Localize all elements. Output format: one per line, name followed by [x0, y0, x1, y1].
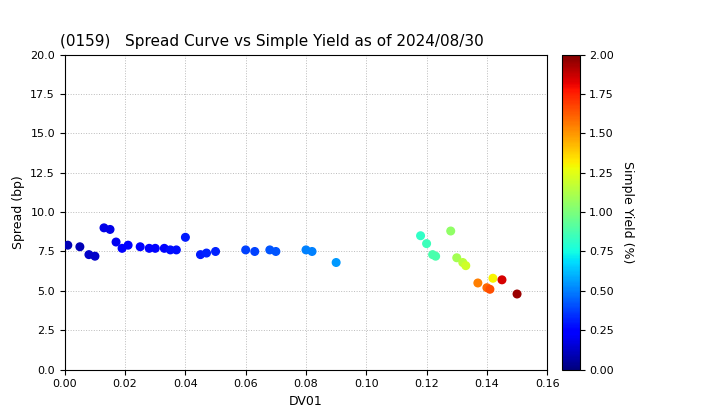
Point: [240, 247, 251, 253]
Text: (0159)   Spread Curve vs Simple Yield as of 2024/08/30: (0159) Spread Curve vs Simple Yield as o…: [60, 34, 484, 49]
Point: [171, 247, 182, 253]
Point: [300, 247, 312, 253]
Point: [481, 284, 492, 291]
Point: [472, 280, 484, 286]
Point: [249, 248, 261, 255]
Point: [84, 251, 95, 258]
Y-axis label: Simple Yield (%): Simple Yield (%): [621, 161, 634, 263]
Point: [74, 243, 86, 250]
Point: [484, 286, 495, 293]
Point: [135, 243, 146, 250]
Y-axis label: Spread (bp): Spread (bp): [12, 175, 24, 249]
Point: [264, 247, 276, 253]
Point: [194, 251, 206, 258]
Point: [270, 248, 282, 255]
Point: [104, 226, 116, 233]
Point: [330, 259, 342, 266]
Point: [201, 249, 212, 256]
Point: [122, 242, 134, 249]
Point: [460, 262, 472, 269]
Point: [110, 239, 122, 245]
Point: [306, 248, 318, 255]
Point: [427, 251, 438, 258]
Point: [496, 276, 508, 283]
Point: [451, 255, 462, 261]
Point: [150, 245, 161, 252]
X-axis label: DV01: DV01: [289, 395, 323, 408]
Point: [165, 247, 176, 253]
Point: [430, 253, 441, 260]
Point: [415, 232, 426, 239]
Point: [158, 245, 170, 252]
Point: [487, 275, 499, 281]
Point: [89, 253, 101, 260]
Point: [98, 224, 109, 231]
Point: [62, 242, 73, 249]
Point: [420, 240, 432, 247]
Point: [511, 291, 523, 297]
Point: [445, 228, 456, 234]
Point: [117, 245, 128, 252]
Point: [210, 248, 221, 255]
Point: [457, 259, 469, 266]
Point: [180, 234, 192, 241]
Point: [143, 245, 155, 252]
